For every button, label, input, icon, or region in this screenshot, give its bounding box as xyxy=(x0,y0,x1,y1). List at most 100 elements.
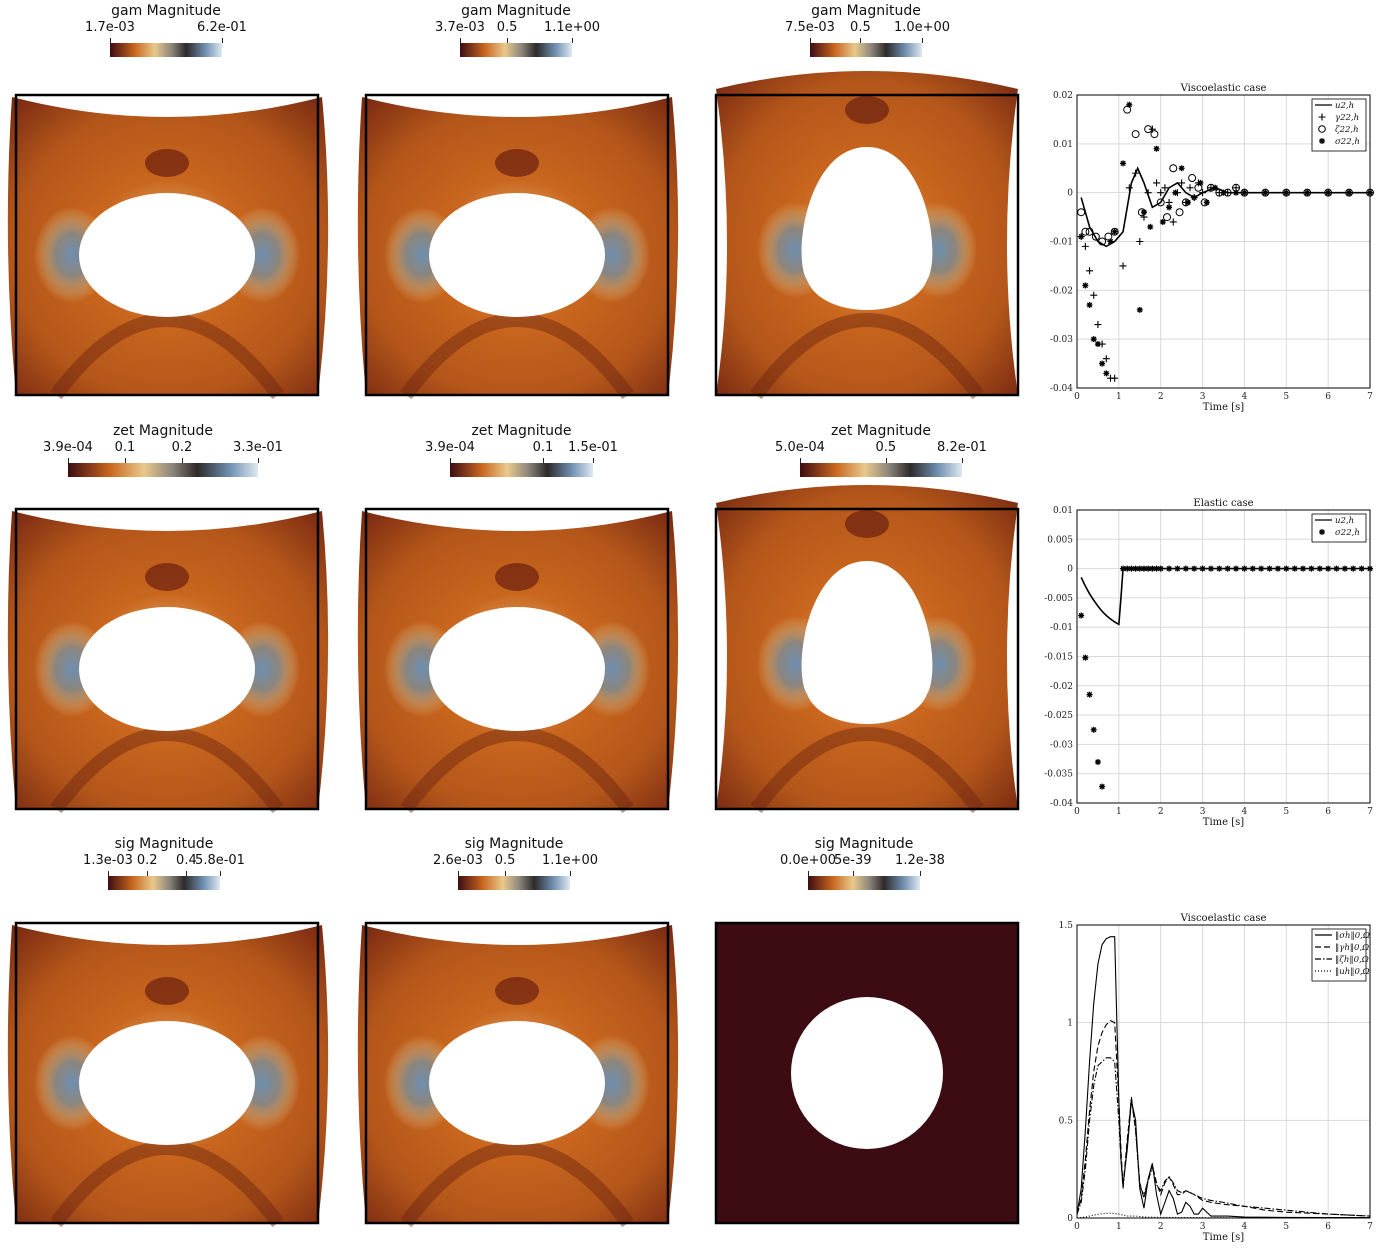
data-point xyxy=(1120,160,1127,167)
legend-entry: γ22,h xyxy=(1335,113,1359,123)
legend-entry: u2,h xyxy=(1335,101,1354,111)
data-point xyxy=(1132,169,1140,177)
colorbar-tick-label: 1.1e+00 xyxy=(541,853,599,868)
data-point xyxy=(1325,189,1332,196)
x-tick-label: 6 xyxy=(1325,1222,1331,1232)
colorbar-tick-mark xyxy=(922,38,923,43)
data-point xyxy=(1107,238,1114,245)
data-point xyxy=(1178,179,1186,187)
y-tick-label: 1.5 xyxy=(1059,921,1074,931)
stress-spot xyxy=(845,510,889,538)
colorbar-tick-label: 0.2 xyxy=(136,853,158,868)
stress-spot xyxy=(495,977,539,1005)
stress-band xyxy=(750,313,984,400)
colorbar-tick-label: 6.2e-01 xyxy=(197,20,247,35)
axes-frame xyxy=(1076,94,1371,389)
colorbar-tick-mark xyxy=(110,38,111,43)
data-point xyxy=(1333,565,1340,572)
data-point xyxy=(1262,189,1269,196)
y-tick-label: -0.01 xyxy=(1050,623,1073,633)
x-tick-label: 1 xyxy=(1116,807,1122,817)
data-point xyxy=(1094,341,1101,348)
colorbar-tick-mark xyxy=(450,458,451,463)
data-point xyxy=(1153,179,1161,187)
legend-entry: ‖uh‖0,Ω xyxy=(1335,967,1370,977)
deformed-field-plot xyxy=(357,507,679,814)
x-tick-label: 0 xyxy=(1074,392,1080,402)
colorbar-tick-mark xyxy=(962,458,963,463)
legend-entry: σ22,h xyxy=(1335,137,1360,147)
colorbar-tick-mark xyxy=(593,458,594,463)
colorbar: gam Magnitude 7.5e-03 0.5 1.0e+00 xyxy=(770,0,962,64)
colorbar-tick-mark xyxy=(860,38,862,43)
reference-frame xyxy=(714,507,1020,811)
data-point xyxy=(1153,145,1160,152)
legend-box xyxy=(1311,928,1367,982)
data-point xyxy=(1172,189,1179,196)
colorbar-tick-mark xyxy=(186,871,188,876)
x-axis-label: Time [s] xyxy=(1203,402,1244,413)
colorbar-title: sig Magnitude xyxy=(814,836,914,852)
data-point xyxy=(1153,565,1160,572)
colorbar-tick-mark xyxy=(125,458,126,463)
data-point xyxy=(1203,199,1210,206)
x-tick-label: 6 xyxy=(1325,807,1331,817)
data-point xyxy=(1102,355,1110,363)
deformed-field-plot xyxy=(714,485,1020,814)
data-point xyxy=(1261,188,1270,197)
colorbar-title: zet Magnitude xyxy=(112,423,214,439)
plot-title: Viscoelastic case xyxy=(1180,913,1267,924)
deformed-field-plot xyxy=(7,93,329,400)
stress-spot xyxy=(145,563,189,591)
deformed-field-plot xyxy=(714,921,1020,1225)
reference-frame xyxy=(364,921,670,1225)
colorbar-tick-label: 1.1e+00 xyxy=(543,20,601,35)
data-point xyxy=(1283,189,1290,196)
data-point xyxy=(1274,565,1281,572)
data-point xyxy=(1186,184,1194,192)
data-point xyxy=(1128,565,1135,572)
stress-spot xyxy=(145,149,189,177)
x-tick-label: 0 xyxy=(1074,1222,1080,1232)
colorbar-tick-label: 1.0e+00 xyxy=(893,20,951,35)
y-tick-label: -0.025 xyxy=(1044,711,1073,721)
colorbar: gam Magnitude 3.7e-03 0.5 1.1e+00 xyxy=(420,0,612,64)
y-tick-label: 0 xyxy=(1067,1214,1073,1224)
colorbar-tick-label: 0.4 xyxy=(176,853,197,868)
y-tick-label: 0.02 xyxy=(1053,91,1073,101)
legend-entry: σ22,h xyxy=(1335,528,1360,538)
x-axis-label: Time [s] xyxy=(1203,1232,1244,1243)
colorbar-tick-mark xyxy=(800,458,801,463)
legend-entry: ‖γh‖0,Ω xyxy=(1335,943,1369,953)
data-point xyxy=(1282,188,1291,197)
deformed-field-plot xyxy=(7,921,329,1228)
y-tick-label: 1 xyxy=(1067,1019,1073,1029)
data-point xyxy=(1111,228,1118,235)
colorbar-gradient xyxy=(68,463,258,477)
data-point xyxy=(1178,165,1185,172)
data-point xyxy=(1085,227,1094,236)
colorbar-tick-mark xyxy=(258,458,259,463)
colorbar-tick-label: 2.6e-03 xyxy=(433,853,483,868)
legend-entry: ‖σh‖0,Ω xyxy=(1335,931,1370,941)
x-tick-label: 2 xyxy=(1158,1222,1164,1232)
data-point xyxy=(1119,262,1127,270)
x-tick-label: 1 xyxy=(1116,392,1122,402)
colorbar-tick-label: 0.0e+00 xyxy=(779,853,837,868)
colorbar-gradient xyxy=(460,43,572,57)
data-point xyxy=(1090,336,1097,343)
colorbar-tick-label: 3.3e-01 xyxy=(233,440,283,455)
data-point xyxy=(1169,164,1178,173)
colorbar-tick-mark xyxy=(920,871,921,876)
data-point xyxy=(1157,565,1164,572)
stress-band xyxy=(50,1141,284,1228)
data-point xyxy=(1188,174,1197,183)
data-point xyxy=(1094,758,1101,765)
colorbar-tick-mark xyxy=(542,458,544,463)
legend-marker xyxy=(1318,113,1326,121)
stress-spot xyxy=(495,149,539,177)
data-point xyxy=(1125,184,1133,192)
data-point xyxy=(1241,565,1248,572)
reference-frame xyxy=(714,921,1020,1225)
y-tick-label: -0.02 xyxy=(1050,286,1073,296)
